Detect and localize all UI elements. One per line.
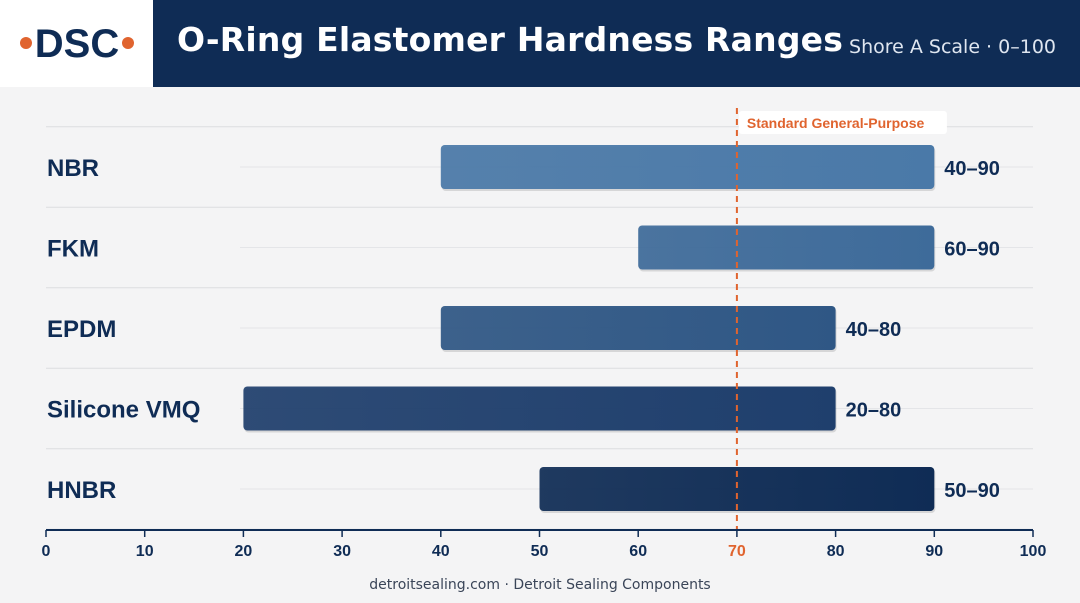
x-tick-label: 0 (42, 543, 51, 560)
x-tick-label: 20 (235, 543, 253, 560)
bars: NBR 40–90 FKM 60–90 EPDM 40–80 Silicone VMQ 20–… (47, 145, 1000, 513)
range-bar (243, 386, 836, 431)
x-tick-label: 70 (728, 543, 746, 560)
x-tick-label: 10 (136, 543, 154, 560)
range-bar (638, 225, 935, 270)
reference-line-label: Standard General-Purpose (747, 115, 925, 131)
category-label: NBR (47, 155, 99, 182)
x-tick-label: 90 (925, 543, 943, 560)
title-bar: O-Ring Elastomer Hardness Ranges Shore A… (153, 0, 1080, 87)
logo-dot-left (19, 36, 32, 49)
category-label: FKM (47, 236, 99, 263)
logo-text: DSC (34, 22, 118, 66)
chart-title: O-Ring Elastomer Hardness Ranges (177, 20, 844, 59)
category-label: Silicone VMQ (47, 397, 200, 424)
x-tick-label: 100 (1020, 543, 1047, 560)
range-bar (539, 467, 935, 511)
logo: DSC (0, 0, 153, 87)
range-value-label: 60–90 (944, 239, 1000, 261)
range-value-label: 50–90 (944, 480, 1000, 502)
chart-subtitle: Shore A Scale · 0–100 (849, 36, 1056, 58)
reference-line-group: Standard General-Purpose (735, 108, 947, 530)
x-axis: 0 10 20 30 40 50 60 70 80 90 100 (42, 529, 1047, 560)
x-tick-label: 30 (333, 543, 351, 560)
range-bar (440, 306, 836, 350)
category-label: HNBR (47, 477, 116, 504)
x-tick-label: 60 (629, 543, 647, 560)
x-tick-label: 40 (432, 543, 450, 560)
range-bar (440, 145, 935, 189)
range-value-label: 20–80 (846, 400, 902, 422)
footer-credit: detroitsealing.com · Detroit Sealing Com… (369, 577, 711, 593)
reference-label-bg (738, 111, 947, 134)
logo-dot-right (121, 36, 134, 49)
header: DSC O-Ring Elastomer Hardness Ranges Sho… (0, 0, 1080, 87)
range-value-label: 40–90 (944, 158, 1000, 180)
x-tick-label: 50 (531, 543, 549, 560)
x-tick-label: 80 (827, 543, 845, 560)
category-label: EPDM (47, 316, 116, 343)
dsc-logo-icon: DSC (19, 22, 134, 66)
chart-area: NBR 40–90 FKM 60–90 EPDM 40–80 Silicone VMQ 20–… (42, 108, 1047, 560)
range-value-label: 40–80 (846, 319, 902, 341)
